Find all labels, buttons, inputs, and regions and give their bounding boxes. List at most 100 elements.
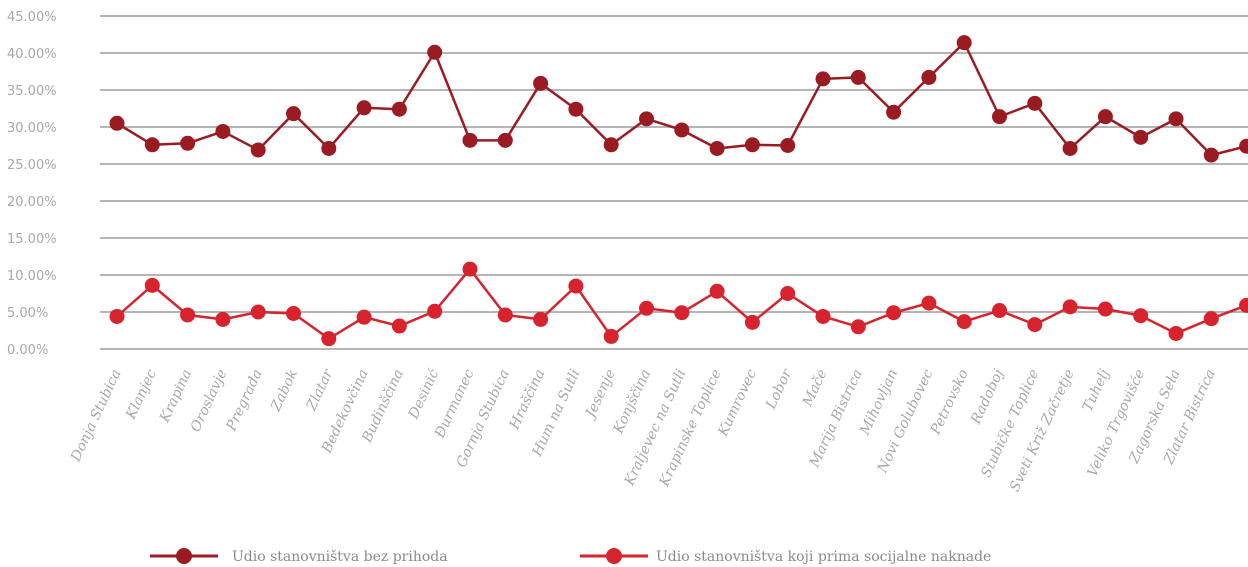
data-point [286,305,301,321]
data-point [744,314,760,330]
data-point [921,295,937,311]
legend-label-series-2: Udio stanovništva koji prima socijalne n… [656,548,991,565]
data-point [921,69,937,85]
series-layer [109,35,1248,347]
data-point [815,71,831,87]
data-point [1239,297,1248,313]
data-point [1168,325,1184,341]
data-point [1027,317,1043,333]
data-point [1097,109,1113,125]
data-point [250,304,266,320]
data-point [744,137,760,153]
data-point [992,109,1007,125]
data-point [109,115,125,131]
data-point [180,307,196,323]
data-point [533,75,549,91]
y-tick-label: 15.00% [7,232,57,247]
data-point [180,135,196,151]
data-point [709,283,725,299]
data-point [497,307,513,323]
data-point [639,111,654,127]
y-tick-label: 40.00% [7,47,57,62]
x-tick-label: Sveti Križ Začretje [1006,367,1078,495]
x-axis-ticks: Donja StubicaKlanjecKrapinaOroslavjePreg… [68,366,1219,494]
data-point [1168,111,1184,127]
data-point [1062,299,1078,315]
data-point [815,308,831,324]
x-tick-label: Tuhelj [1080,366,1114,414]
legend-item-series-1: Udio stanovništva bez prihoda [150,548,448,565]
data-point [427,44,443,60]
y-tick-label: 0.00% [7,343,48,358]
x-tick-label: Lobor [763,366,796,413]
data-point [427,303,443,319]
y-tick-label: 35.00% [7,84,57,99]
data-point [321,140,337,156]
x-tick-label: Desinić [405,367,442,422]
data-point [568,101,584,117]
data-point [1027,95,1043,111]
series-1 [109,35,1248,163]
data-point [1203,147,1219,163]
data-point [886,104,902,120]
data-point [956,35,972,51]
gridlines [100,15,1248,350]
y-tick-label: 10.00% [7,269,57,284]
data-point [1097,301,1113,317]
x-tick-label: Klanjec [123,367,160,423]
data-point [568,278,584,294]
data-point [356,309,372,325]
data-point [603,328,619,344]
data-point [250,142,266,158]
legend-label-series-1: Udio stanovništva bez prihoda [232,548,448,565]
series-2 [109,261,1248,347]
legend-marker-series-1 [176,548,192,564]
data-point [674,305,690,321]
data-point [639,300,654,316]
y-tick-label: 5.00% [7,306,48,321]
y-axis-ticks: 0.00% 5.00% 10.00% 15.00% 20.00% 25.00% 30.00%… [7,10,57,358]
data-point [286,106,301,122]
x-tick-label: Donja Stubica [68,367,125,465]
x-tick-label: Krapina [157,367,196,426]
x-tick-label: Jesenje [581,367,618,423]
data-point [603,137,619,153]
data-point [1133,129,1149,145]
data-point [1203,311,1219,327]
data-point [497,132,513,148]
data-point [1062,140,1078,156]
data-point [850,69,866,85]
data-point [391,318,407,334]
data-point [321,331,337,347]
x-tick-label: Radoboj [968,366,1008,427]
y-tick-label: 30.00% [7,121,57,136]
x-tick-label: Mače [799,367,830,410]
data-point [215,311,231,327]
data-point [215,123,231,139]
x-tick-label: Zabok [268,367,301,415]
data-point [674,122,690,138]
data-point [462,132,478,148]
legend-marker-series-2 [606,548,622,564]
data-point [780,286,796,301]
legend: Udio stanovništva bez prihoda Udio stano… [150,548,991,565]
data-point [709,140,725,156]
legend-item-series-2: Udio stanovništva koji prima socijalne n… [580,548,991,565]
y-tick-label: 20.00% [7,195,57,210]
data-point [109,308,125,324]
data-point [462,261,478,277]
data-point [1133,308,1149,324]
y-tick-label: 45.00% [7,10,57,25]
data-point [144,137,160,153]
data-point [356,100,372,116]
data-point [533,311,549,327]
data-point [886,305,902,321]
data-point [1239,138,1248,154]
series-line [116,41,1247,157]
data-point [391,101,407,117]
data-point [992,303,1007,319]
data-point [956,314,972,330]
series-line [116,267,1248,340]
data-point [780,138,796,153]
